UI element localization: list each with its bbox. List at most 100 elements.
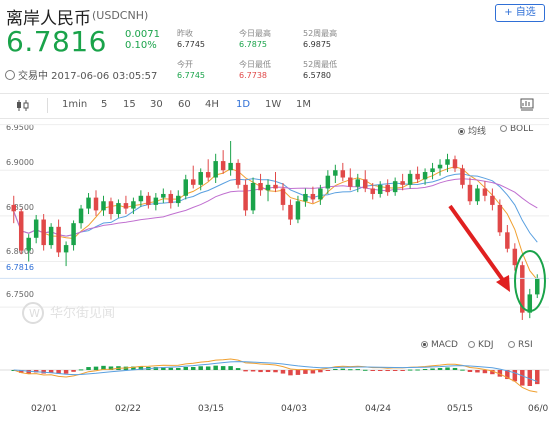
macd-bar	[161, 367, 166, 370]
chart-settings-icon[interactable]	[520, 98, 534, 112]
macd-bar	[138, 366, 144, 370]
macd-bar	[482, 370, 488, 374]
radio-icon	[468, 341, 475, 348]
stat-value: 6.9875	[303, 40, 331, 49]
candle-body	[131, 201, 136, 209]
stat-label: 今开	[177, 60, 193, 69]
overlay-boll-option[interactable]: BOLL	[500, 124, 533, 134]
candle-body	[108, 201, 114, 215]
y-tick-label: 6.7500	[6, 290, 34, 299]
macd-bar	[295, 370, 301, 375]
macd-bar	[18, 370, 24, 373]
tab-5[interactable]: 5	[101, 99, 108, 110]
stat-day-high: 今日最高 6.7875	[239, 28, 271, 50]
macd-bar	[78, 369, 84, 371]
macd-bar	[86, 367, 91, 370]
indicator-rsi-option[interactable]: RSI	[508, 340, 533, 350]
indicator-kdj-option[interactable]: KDJ	[468, 340, 494, 350]
tab-4h[interactable]: 4H	[205, 99, 219, 110]
tab-1w[interactable]: 1W	[265, 99, 282, 110]
macd-bar	[497, 370, 503, 377]
macd-bar	[288, 370, 293, 376]
candlestick-type-icon[interactable]	[16, 99, 30, 112]
macd-bar	[131, 366, 136, 370]
candle-body	[288, 204, 293, 220]
candle-body	[11, 204, 16, 212]
x-tick-label: 04/24	[365, 404, 391, 414]
indicator-macd-option[interactable]: MACD	[421, 340, 458, 350]
stat-label: 今日最低	[239, 60, 271, 69]
x-tick-label: 04/03	[281, 404, 307, 414]
candle-body	[340, 170, 346, 178]
stat-52w-low: 52周最低 6.5780	[303, 59, 337, 81]
stat-value: 6.5780	[303, 71, 331, 80]
tab-1d[interactable]: 1D	[236, 99, 251, 110]
candle-body	[445, 159, 450, 165]
candle-body	[198, 172, 203, 185]
x-tick-label: 02/01	[31, 404, 57, 414]
macd-bar	[228, 366, 233, 370]
macd-bar	[392, 370, 398, 371]
candle-body	[385, 184, 390, 193]
macd-bar	[407, 369, 413, 371]
x-tick-label: 03/15	[198, 404, 224, 414]
price-chart[interactable]: W 华尔街见闻	[0, 118, 549, 338]
macd-bar	[340, 368, 346, 370]
candle-body	[280, 188, 286, 205]
tab-1min[interactable]: 1min	[62, 99, 88, 110]
macd-bar	[250, 370, 256, 372]
tab-30[interactable]: 30	[150, 99, 163, 110]
macd-bar	[318, 370, 323, 373]
price-change: 0.0071 0.10%	[125, 29, 160, 51]
change-value: 0.0071	[125, 29, 160, 40]
macd-bar	[490, 370, 495, 375]
page-title: 离岸人民币	[6, 9, 91, 29]
candle-body	[205, 172, 211, 178]
macd-bar	[527, 370, 533, 386]
candle-body	[243, 184, 248, 211]
candle-body	[78, 208, 84, 224]
overlay-ma-option[interactable]: 均线	[458, 124, 486, 137]
stat-label: 52周最低	[303, 60, 338, 69]
stat-52w-high: 52周最高 6.9875	[303, 28, 337, 50]
macd-bar	[445, 367, 450, 370]
kdj-label: KDJ	[478, 340, 494, 350]
tab-1m[interactable]: 1M	[296, 99, 311, 110]
candle-body	[116, 203, 121, 215]
rsi-label: RSI	[518, 340, 533, 350]
candle-body	[490, 195, 495, 205]
candle-body	[437, 164, 443, 169]
current-price: 6.7816	[6, 25, 107, 58]
macd-dif-line	[13, 358, 538, 393]
candle-body	[146, 195, 151, 205]
candle-body	[348, 177, 353, 187]
candle-body	[512, 248, 518, 266]
candle-body	[228, 162, 233, 171]
candle-body	[355, 179, 361, 187]
tab-60[interactable]: 60	[178, 99, 191, 110]
macd-bar	[377, 370, 383, 371]
candle-body	[460, 168, 465, 185]
candle-body	[93, 197, 99, 211]
macd-bar	[475, 370, 480, 373]
candle-body	[250, 183, 256, 211]
candle-body	[176, 195, 181, 204]
y-tick-label: 6.8000	[6, 247, 34, 256]
add-watchlist-button[interactable]: + 自选	[495, 4, 545, 22]
candle-body	[138, 195, 144, 202]
macd-bar	[310, 370, 316, 374]
macd-bar	[415, 369, 420, 371]
ticker-code: (USDCNH)	[92, 9, 149, 22]
macd-chart[interactable]	[0, 352, 549, 398]
macd-bar	[512, 370, 518, 382]
candle-body	[407, 173, 413, 185]
y-tick-label: 6.9000	[6, 158, 34, 167]
macd-bar	[48, 370, 54, 373]
radio-selected-icon	[421, 341, 428, 348]
candle-body	[168, 193, 174, 204]
stat-value: 6.7738	[239, 71, 267, 80]
candle-body	[527, 294, 533, 313]
tab-15[interactable]: 15	[123, 99, 136, 110]
candle-body	[303, 193, 308, 202]
candle-body	[235, 162, 241, 185]
